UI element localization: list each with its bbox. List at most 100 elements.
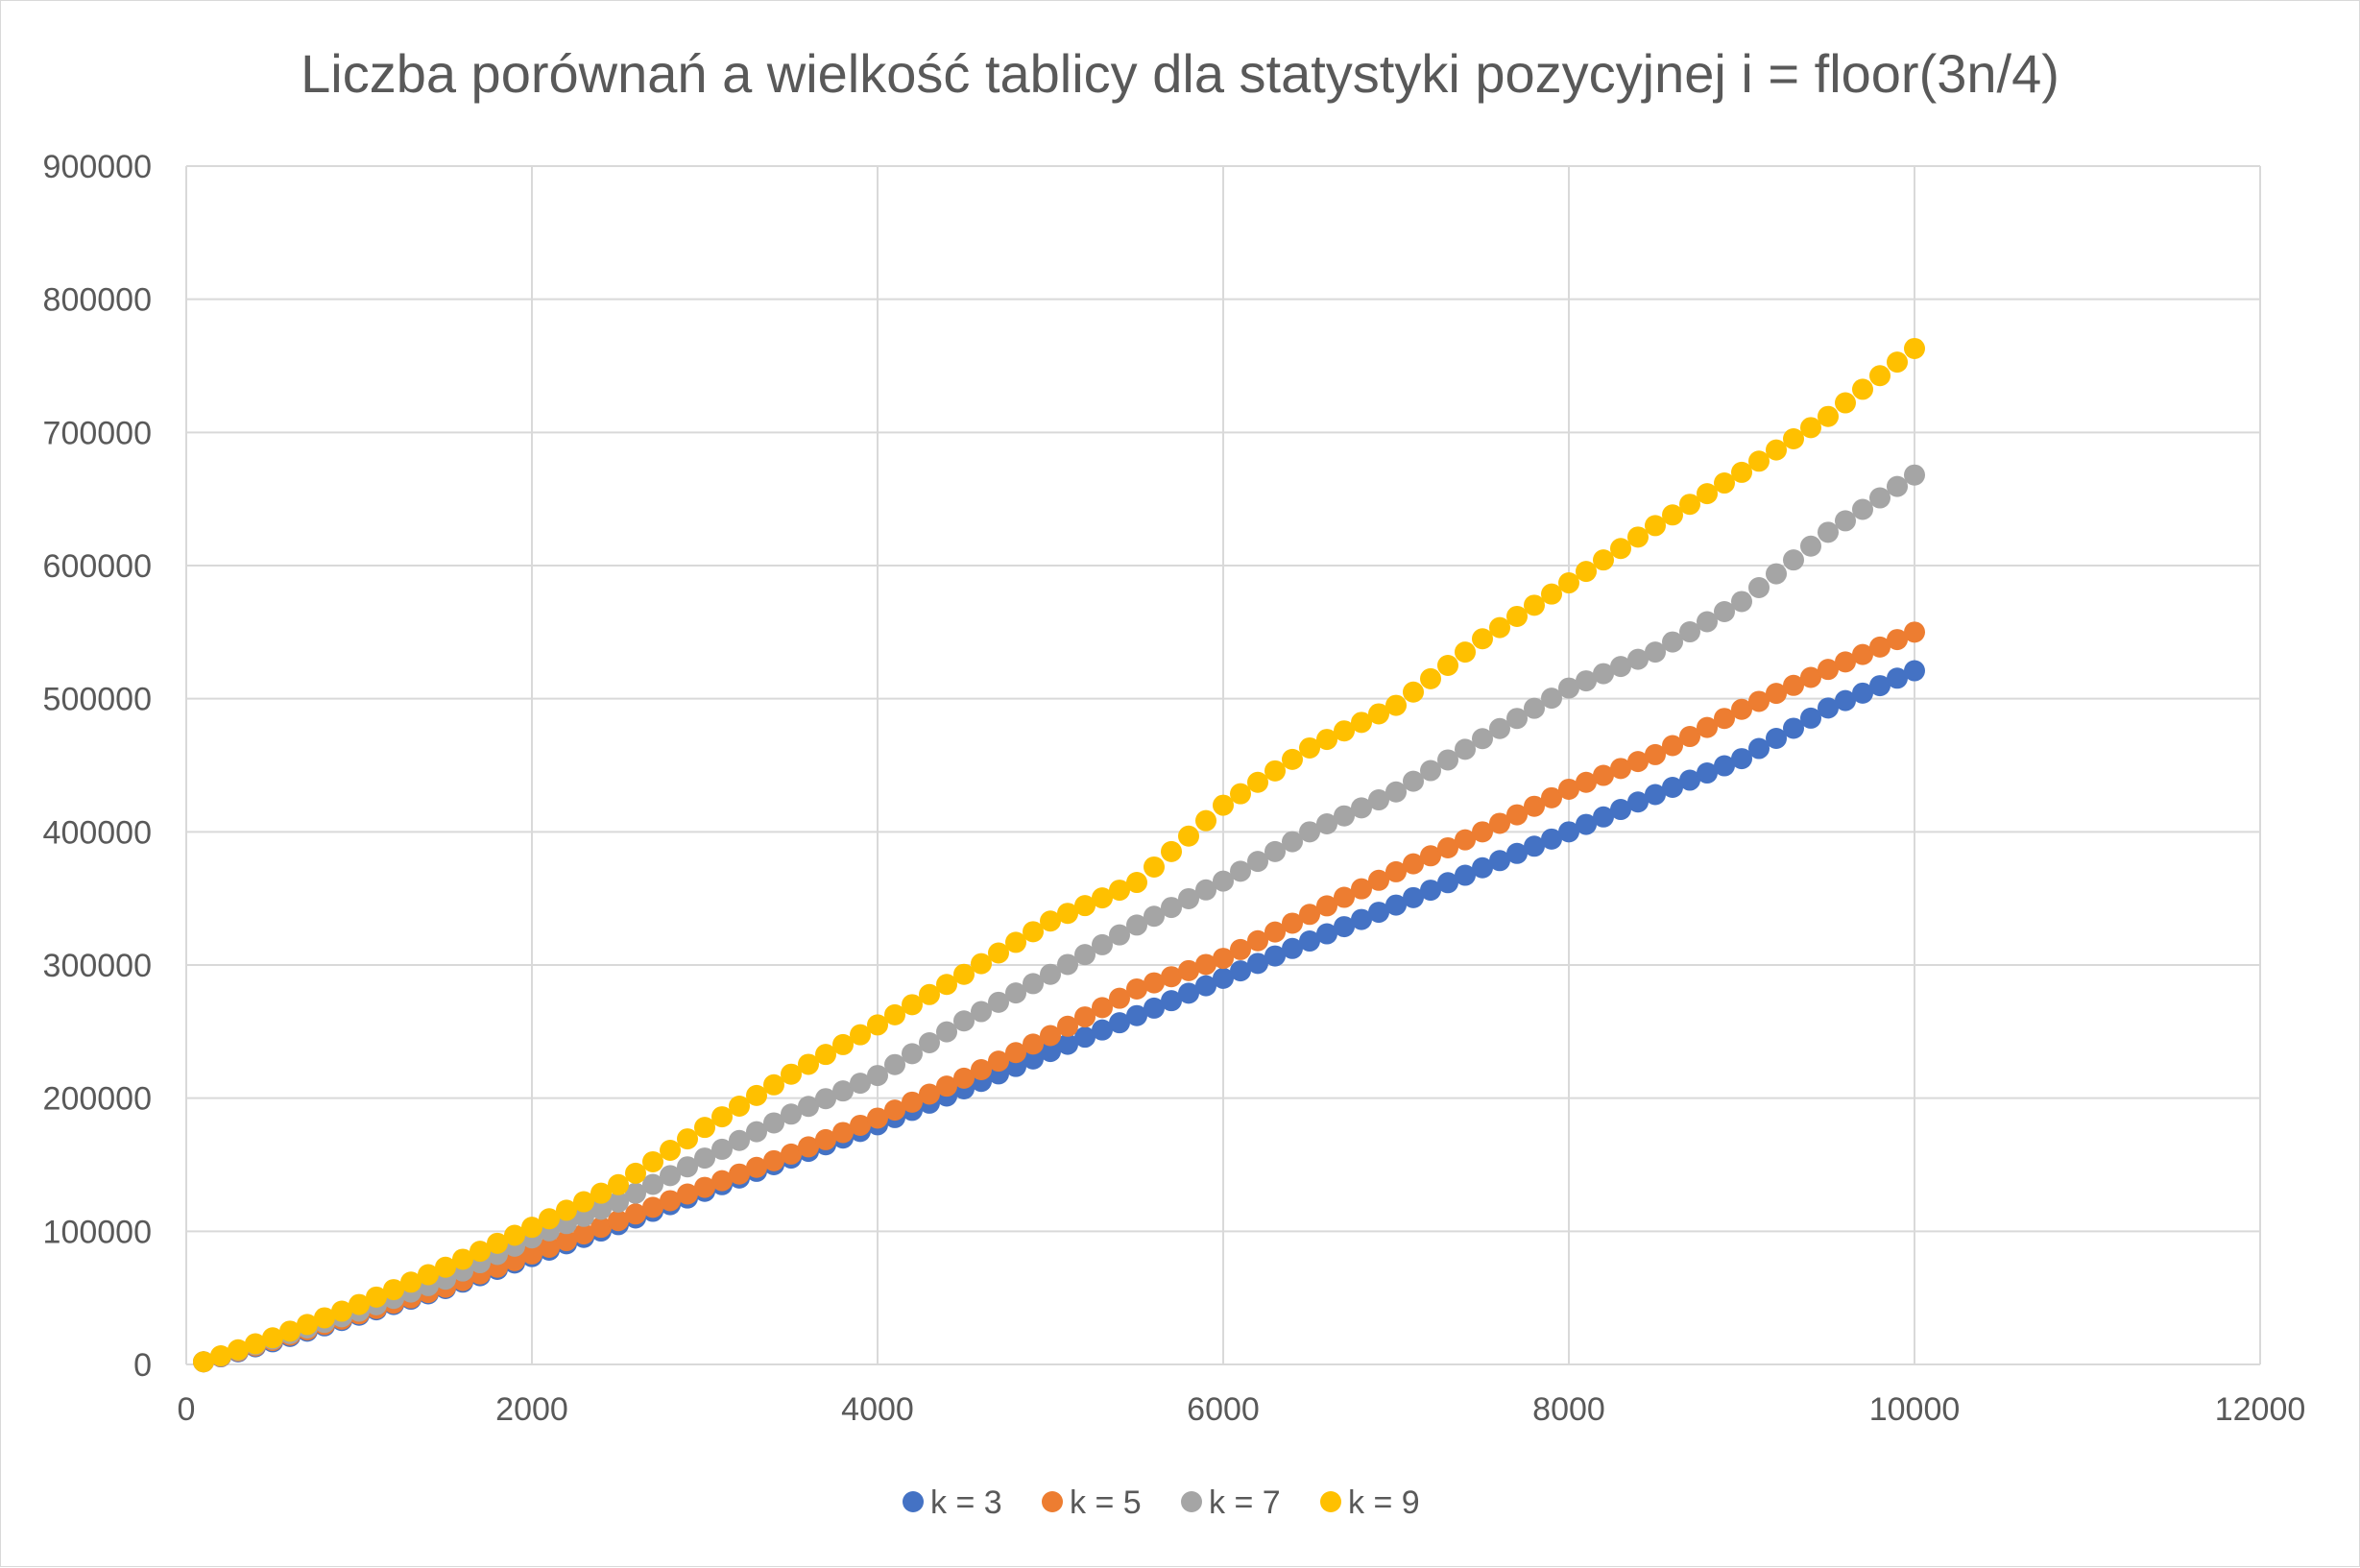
data-point [1282, 912, 1303, 934]
data-point [815, 1128, 836, 1150]
data-point [1818, 521, 1839, 543]
legend-label: k = 7 [1209, 1484, 1281, 1521]
data-point [763, 1112, 784, 1134]
data-point [349, 1293, 370, 1315]
data-point [1144, 856, 1165, 878]
data-point [746, 1156, 767, 1178]
data-point [1748, 737, 1770, 760]
x-tick-label: 8000 [1532, 1391, 1605, 1428]
data-point [971, 1001, 992, 1023]
data-point [331, 1300, 352, 1322]
data-point [1403, 886, 1424, 908]
data-point [1593, 806, 1614, 828]
data-point [1092, 933, 1113, 955]
data-point [884, 1003, 905, 1025]
data-point [1731, 698, 1752, 720]
grid-lines [185, 165, 2261, 1365]
data-point [1818, 697, 1839, 719]
data-point [1074, 895, 1096, 917]
legend: k = 3 k = 5 k = 7 k = 9 [903, 1484, 1420, 1521]
data-point [1558, 778, 1579, 800]
y-tick-label: 500000 [43, 682, 152, 718]
data-point [902, 994, 923, 1016]
data-point [400, 1271, 421, 1293]
x-tick-label: 12000 [2215, 1391, 2306, 1428]
data-point [781, 1103, 802, 1125]
data-point [1057, 953, 1078, 976]
data-point [1748, 450, 1770, 472]
data-point [1299, 821, 1320, 843]
data-point [297, 1314, 318, 1336]
data-point [781, 1063, 802, 1085]
legend-label: k = 9 [1348, 1484, 1420, 1521]
data-point [590, 1198, 612, 1220]
data-point [1213, 948, 1234, 970]
data-point [1627, 751, 1649, 773]
data-point [1040, 1041, 1061, 1063]
data-point [1645, 515, 1666, 537]
data-point [1748, 690, 1770, 712]
data-point [1524, 594, 1545, 616]
data-point [1679, 769, 1700, 791]
data-point [1368, 902, 1389, 924]
x-tick-label: 0 [178, 1391, 196, 1428]
data-point [1541, 688, 1562, 710]
data-point [1576, 561, 1597, 583]
data-point [1057, 1033, 1078, 1055]
data-point [1852, 378, 1873, 400]
data-point [1247, 771, 1268, 793]
data-point [314, 1307, 335, 1329]
data-point [1057, 1015, 1078, 1037]
data-point [711, 1138, 733, 1160]
data-point [1230, 938, 1251, 960]
data-point [1005, 982, 1026, 1004]
data-point [539, 1236, 560, 1258]
data-point [1437, 655, 1458, 676]
data-point [452, 1248, 473, 1270]
data-point [1904, 337, 1925, 359]
data-point [1057, 903, 1078, 925]
data-point [608, 1173, 629, 1195]
data-point [1627, 648, 1649, 670]
data-point [1126, 872, 1147, 894]
data-point [1247, 851, 1268, 873]
y-tick-label: 700000 [43, 415, 152, 451]
data-point [1282, 831, 1303, 853]
data-point [1558, 572, 1579, 594]
data-point [1092, 997, 1113, 1019]
data-point [919, 1031, 940, 1053]
data-point [573, 1191, 594, 1213]
data-point [1662, 777, 1683, 799]
data-point [1662, 504, 1683, 526]
data-point [1489, 616, 1510, 639]
data-point [1679, 494, 1700, 516]
series-k-9 [193, 337, 1925, 1373]
data-point [1230, 960, 1251, 982]
data-point [1697, 762, 1718, 784]
data-point [1109, 1012, 1130, 1034]
data-point [1731, 591, 1752, 613]
data-point [711, 1106, 733, 1128]
data-point [798, 1053, 819, 1075]
data-point [1178, 959, 1199, 981]
data-point [1610, 799, 1631, 821]
data-point [1023, 1033, 1044, 1055]
data-point [1593, 663, 1614, 685]
data-point [1524, 835, 1545, 857]
data-point [1385, 860, 1407, 882]
data-point [1247, 953, 1268, 975]
data-point [1593, 549, 1614, 571]
data-point [1558, 821, 1579, 843]
data-point [729, 1095, 750, 1117]
data-point [1541, 828, 1562, 850]
data-point [919, 983, 940, 1005]
data-point [1161, 990, 1182, 1012]
data-point [1351, 712, 1372, 734]
data-point [1800, 707, 1821, 729]
data-point [1472, 821, 1493, 843]
data-point [1800, 417, 1821, 439]
data-point [746, 1084, 767, 1106]
y-tick-label: 100000 [43, 1214, 152, 1250]
data-point [1351, 878, 1372, 900]
